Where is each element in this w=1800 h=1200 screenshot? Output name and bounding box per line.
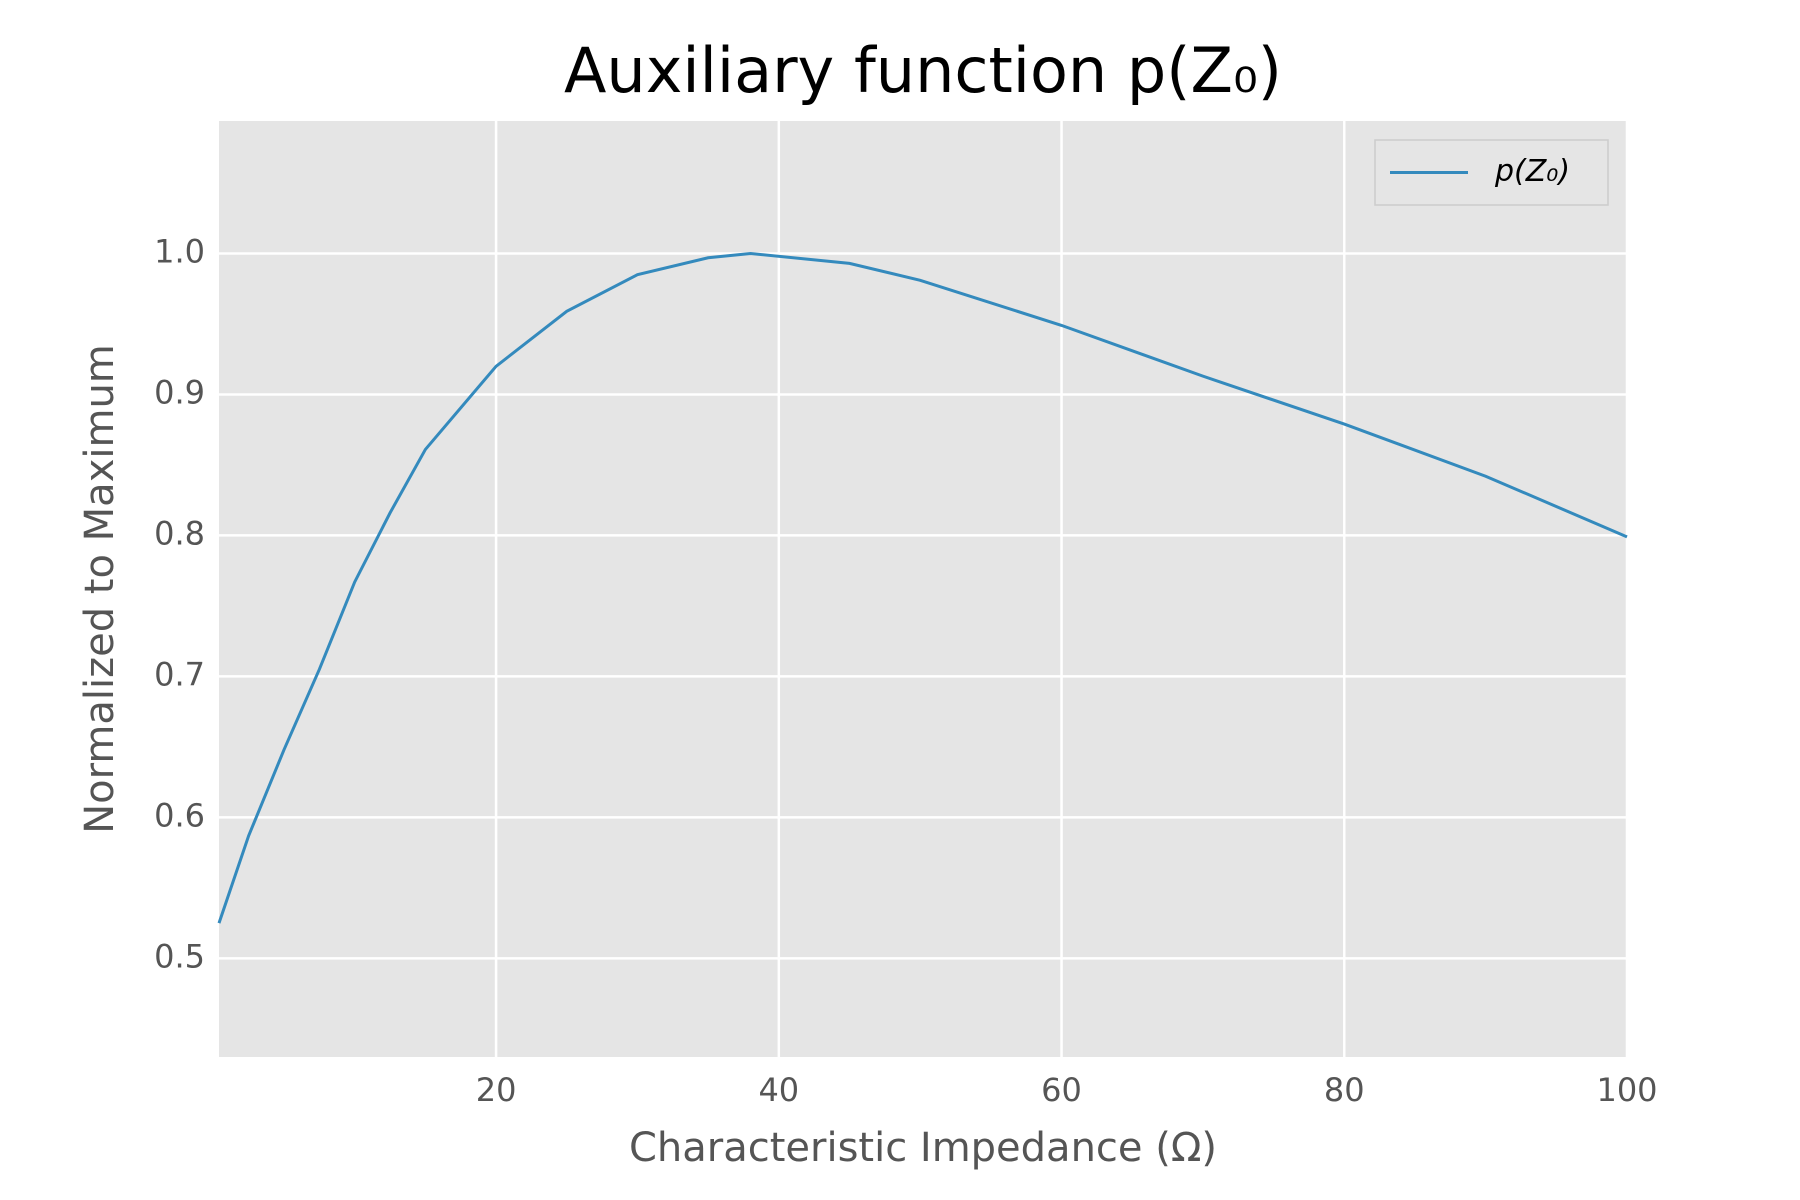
x-axis-label: Characteristic Impedance (Ω) [629, 1125, 1217, 1171]
marks [217, 251, 1628, 924]
line [217, 251, 1628, 924]
y-tick-label: 0.9 [154, 373, 205, 411]
grid [219, 121, 1629, 1057]
y-tick-label: 0.6 [154, 796, 205, 834]
x-tick-label: 80 [1324, 1071, 1365, 1109]
y-tick-label: 0.8 [154, 514, 205, 552]
x-tick-label: 20 [476, 1071, 517, 1109]
x-tick-label: 40 [758, 1071, 799, 1109]
plot-area [219, 121, 1627, 1057]
y-tick-label: 0.5 [154, 937, 205, 975]
legend: p(Z₀) [1374, 139, 1609, 206]
y-tick-label: 0.7 [154, 655, 205, 693]
y-tick-label: 1.0 [154, 233, 205, 271]
y-axis-label: Normalized to Maximum [77, 344, 123, 834]
x-tick-label: 100 [1596, 1071, 1657, 1109]
chart-title: Auxiliary function p(Z₀) [564, 34, 1282, 107]
legend-label: p(Z₀) [1494, 154, 1570, 189]
x-tick-label: 60 [1041, 1071, 1082, 1109]
